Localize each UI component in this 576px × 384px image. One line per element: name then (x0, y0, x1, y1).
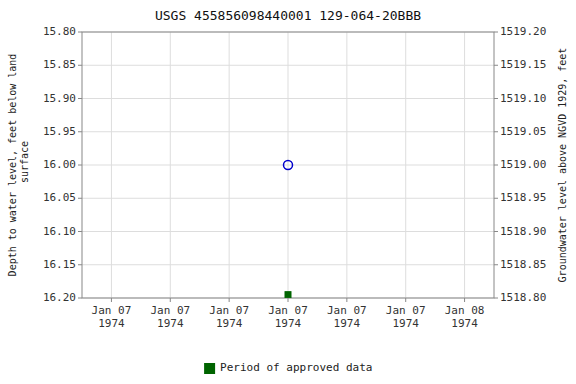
tick-label: 1518.90 (500, 225, 546, 238)
y2-axis: 1518.80 1518.85 1518.90 1518.95 1519.00 1519.… (494, 25, 546, 304)
tick-label: Jan 071974 (386, 304, 426, 330)
tick-label: 1518.85 (500, 258, 546, 271)
tick-label: 1519.20 (500, 25, 546, 38)
tick (78, 231, 82, 232)
tick-label: 1519.05 (500, 125, 546, 138)
text-line: 1974 (334, 317, 361, 330)
legend-swatch (204, 363, 215, 374)
tick (464, 298, 465, 302)
marks (284, 161, 293, 298)
grid-line (346, 32, 347, 298)
tick (229, 298, 230, 302)
plot-frame (82, 32, 494, 298)
tick (111, 298, 112, 302)
text-line: Jan 07 (268, 304, 308, 317)
point (284, 161, 293, 170)
tick-label: Jan 071974 (150, 304, 190, 330)
tick-label: 16.10 (43, 225, 76, 238)
legend-label: Period of approved data (220, 361, 372, 374)
tick-label: 16.00 (43, 158, 76, 171)
text-line: Jan 07 (92, 304, 132, 317)
tick-label: 1519.10 (500, 92, 546, 105)
text-line: Jan 08 (445, 304, 485, 317)
tick-label: 15.85 (43, 58, 76, 71)
tick-label: 1518.80 (500, 291, 546, 304)
y2-axis-label: Groundwater level above NGVD 1929, feet (557, 48, 568, 283)
grid-line (170, 32, 171, 298)
tick (405, 298, 406, 302)
tick (494, 298, 498, 299)
text-line: 1974 (157, 317, 184, 330)
tick-label: Jan 081974 (445, 304, 485, 330)
y-axis-label: Depth to water level, feet below land su… (7, 54, 30, 277)
title: USGS 455856098440001 129-064-20BBB (155, 8, 421, 23)
grid-line (288, 32, 289, 298)
text-line: 1974 (451, 317, 478, 330)
text-line: Jan 07 (327, 304, 367, 317)
text-line: 1974 (275, 317, 302, 330)
grid-line (405, 32, 406, 298)
tick-label: 15.95 (43, 125, 76, 138)
tick-label: 1519.15 (500, 58, 546, 71)
tick-label: 16.15 (43, 258, 76, 271)
tick-label: 16.05 (43, 191, 76, 204)
tick-label: 15.80 (43, 25, 76, 38)
tick (78, 98, 82, 99)
tick-label: Jan 071974 (268, 304, 308, 330)
text-line: 1974 (98, 317, 125, 330)
x-axis: Jan 071974Jan 071974Jan 071974Jan 071974… (92, 298, 485, 330)
tick-label: Jan 071974 (209, 304, 249, 330)
tick (494, 98, 498, 99)
text-line: surface (19, 141, 30, 189)
tick (78, 65, 82, 66)
tick (78, 198, 82, 199)
text-line: Jan 07 (150, 304, 190, 317)
y-axis: 15.80 15.85 15.90 15.95 16.00 16.05 16.10 16.15… (43, 25, 82, 304)
tick (288, 298, 289, 302)
tick (170, 298, 171, 302)
legend: Period of approved data (204, 361, 372, 374)
grid-line (111, 32, 112, 298)
tick (494, 231, 498, 232)
tick-label: Jan 071974 (92, 304, 132, 330)
tick (78, 298, 82, 299)
tick (78, 264, 82, 265)
tick-label: 16.20 (43, 291, 76, 304)
tick-label: 1519.00 (500, 158, 546, 171)
text-line: 1974 (392, 317, 419, 330)
tick (78, 131, 82, 132)
point (285, 292, 291, 298)
tick (494, 65, 498, 66)
tick (78, 165, 82, 166)
tick (346, 298, 347, 302)
text-line: Jan 07 (386, 304, 426, 317)
tick (494, 198, 498, 199)
tick (494, 165, 498, 166)
text-line: Jan 07 (209, 304, 249, 317)
text-line: Depth to water level, feet below land (7, 54, 18, 277)
tick (78, 32, 82, 33)
grid (82, 32, 494, 298)
tick (494, 264, 498, 265)
tick-label: Jan 071974 (327, 304, 367, 330)
text-line: 1974 (216, 317, 243, 330)
tick (494, 131, 498, 132)
grid-line (464, 32, 465, 298)
grid-line (229, 32, 230, 298)
tick-label: 15.90 (43, 92, 76, 105)
tick (494, 32, 498, 33)
chart: 15.80 15.85 15.90 15.95 16.00 16.05 16.10 16.15… (0, 0, 576, 384)
tick-label: 1518.95 (500, 191, 546, 204)
